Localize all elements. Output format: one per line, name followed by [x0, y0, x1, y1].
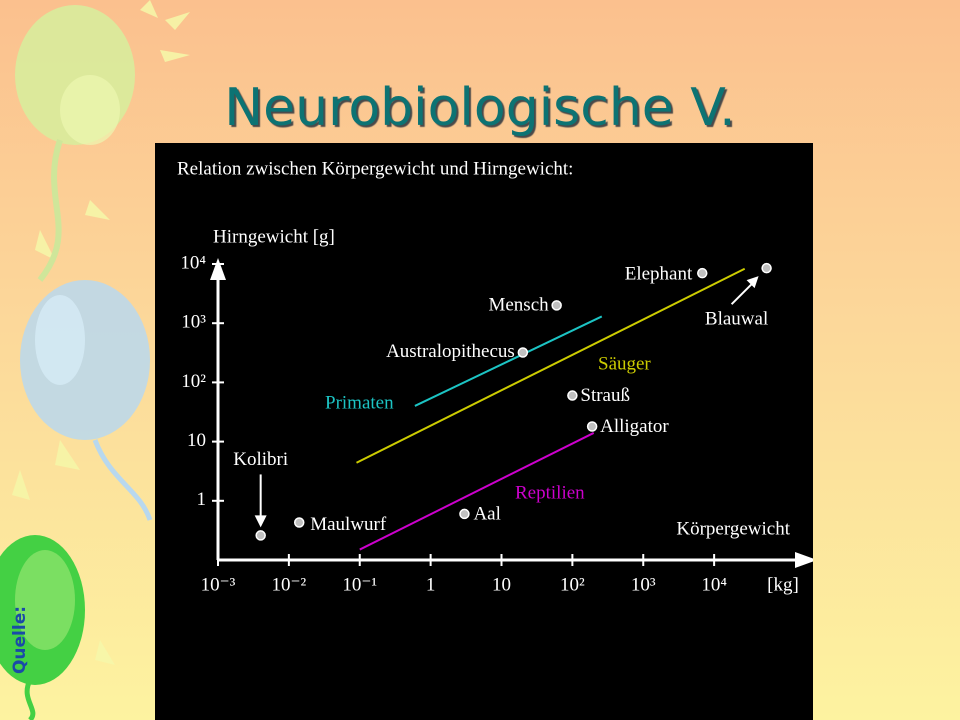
y-axis-arrow [210, 258, 226, 280]
annotation-arrow [730, 283, 753, 305]
point-label: Alligator [600, 416, 669, 437]
data-point [567, 390, 578, 401]
x-tick-label: 10² [560, 574, 585, 595]
point-label: Kolibri [233, 449, 288, 470]
point-label: Australopithecus [386, 341, 515, 362]
data-point [586, 421, 598, 432]
chart: Relation zwischen Körpergewicht und Hirn… [155, 143, 813, 720]
x-tick-label: 10 [492, 574, 511, 595]
chart-background [155, 143, 813, 720]
data-point [255, 530, 266, 541]
data-point [697, 267, 708, 279]
point-label: Strauß [580, 385, 630, 406]
series-label: Primaten [325, 392, 394, 413]
annotation-arrowhead [746, 276, 759, 289]
data-point [293, 517, 305, 528]
y-tick-label: 10³ [181, 312, 206, 333]
point-label: Maulwurf [310, 514, 387, 535]
point-label: Mensch [488, 295, 549, 316]
x-axis-arrow [795, 552, 813, 568]
point-label: Aal [473, 503, 500, 524]
y-tick-label: 10² [181, 371, 206, 392]
x-tick-label: 10³ [631, 574, 656, 595]
point-label: Elephant [625, 264, 693, 285]
data-point [551, 300, 562, 311]
x-axis-unit: [kg] [767, 574, 799, 595]
x-axis-label: Körpergewicht [676, 518, 790, 539]
data-point [517, 347, 529, 358]
y-axis-label: Hirngewicht [g] [213, 226, 335, 247]
data-point [761, 262, 772, 274]
annotation-arrowhead [254, 515, 267, 528]
x-tick-label: 10⁻¹ [342, 574, 377, 595]
series-label: Reptilien [515, 482, 585, 503]
x-tick-label: 10⁻³ [201, 574, 236, 595]
point-label: Blauwal [705, 309, 768, 330]
y-tick-label: 10⁴ [180, 252, 206, 273]
slide-title: Neurobiologische V. [224, 78, 736, 138]
x-tick-label: 10⁴ [701, 574, 727, 595]
y-tick-label: 1 [197, 489, 207, 510]
series-label: Säuger [598, 353, 651, 374]
source-label: Quelle: [10, 605, 31, 675]
y-tick-label: 10 [187, 430, 206, 451]
chart-title: Relation zwischen Körpergewicht und Hirn… [177, 158, 573, 179]
x-tick-label: 10⁻² [272, 574, 307, 595]
series-line [359, 432, 595, 551]
series-line [414, 315, 603, 407]
data-point [459, 508, 470, 520]
series-line [356, 267, 746, 464]
x-tick-label: 1 [426, 574, 436, 595]
